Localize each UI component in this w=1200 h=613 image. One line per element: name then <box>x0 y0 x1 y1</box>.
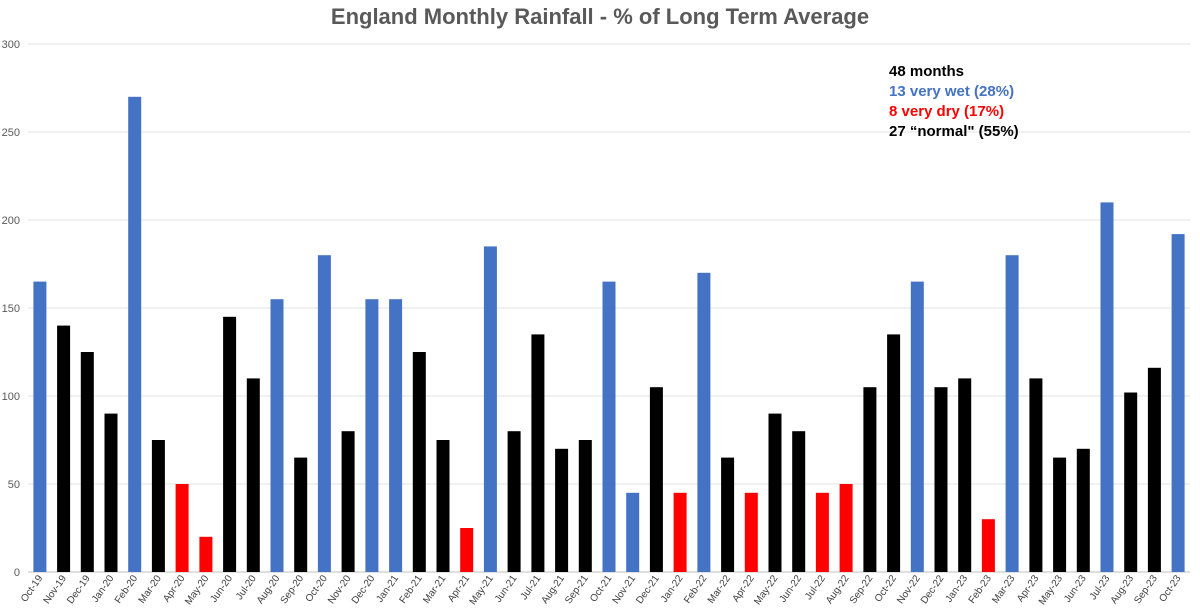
x-tick-label: Dec-19 <box>65 573 93 606</box>
y-tick-label: 0 <box>14 567 20 579</box>
x-tick-label: Mar-22 <box>706 573 733 606</box>
bars <box>33 96 1185 573</box>
x-tick-label: Mar-23 <box>990 573 1017 606</box>
bar-nov-20 <box>341 431 355 572</box>
y-tick-label: 50 <box>8 479 20 491</box>
bar-aug-21 <box>555 448 569 572</box>
x-tick-label: Aug-21 <box>540 573 568 606</box>
bar-nov-21 <box>626 492 640 572</box>
x-axis-ticks: Oct-19Nov-19Dec-19Jan-20Feb-20Mar-20Apr-… <box>19 573 1184 607</box>
x-tick-label: Oct-23 <box>1157 573 1183 604</box>
bar-jul-23 <box>1100 202 1114 572</box>
bar-feb-22 <box>697 272 711 572</box>
x-tick-label: Mar-21 <box>421 573 448 606</box>
bar-oct-20 <box>317 255 331 572</box>
x-tick-label: Nov-19 <box>42 573 70 606</box>
y-axis-ticks: 0 50 100 150 200 250 300 <box>2 39 20 579</box>
x-tick-label: Dec-22 <box>919 573 947 606</box>
x-tick-label: Sep-22 <box>848 573 876 606</box>
x-tick-label: Sep-20 <box>279 573 307 606</box>
bar-apr-20 <box>175 484 189 572</box>
bar-dec-22 <box>934 387 948 572</box>
bar-feb-23 <box>981 519 995 572</box>
bar-jan-21 <box>389 299 403 572</box>
x-tick-label: Jun-23 <box>1062 573 1089 605</box>
y-tick-label: 300 <box>2 39 20 51</box>
bar-feb-21 <box>412 352 426 572</box>
x-tick-label: Jun-22 <box>778 573 805 605</box>
bar-jul-22 <box>815 492 829 572</box>
bar-mar-22 <box>721 457 735 572</box>
annotation-dry: 8 very dry (17%) <box>889 103 1005 120</box>
x-tick-label: Sep-21 <box>563 573 591 606</box>
x-tick-label: May-20 <box>183 573 211 607</box>
x-tick-label: Aug-23 <box>1109 573 1137 606</box>
bar-oct-23 <box>1171 234 1185 572</box>
x-tick-label: Nov-21 <box>611 573 639 606</box>
x-tick-label: Dec-21 <box>634 573 662 606</box>
annotation-total: 48 months <box>889 63 965 80</box>
annotation-wet: 13 very wet (28%) <box>889 83 1015 100</box>
bar-apr-22 <box>744 492 758 572</box>
annotation-normal: 27 “normal" (55%) <box>889 123 1019 140</box>
bar-may-22 <box>768 413 782 572</box>
x-tick-label: Sep-23 <box>1132 573 1160 606</box>
bar-mar-20 <box>151 440 165 572</box>
bar-oct-22 <box>887 334 901 572</box>
x-tick-label: Mar-20 <box>137 573 164 606</box>
y-tick-label: 100 <box>2 391 20 403</box>
x-tick-label: Jun-20 <box>209 573 236 605</box>
bar-oct-21 <box>602 281 616 572</box>
x-tick-label: Jun-21 <box>493 573 520 605</box>
x-tick-label: Nov-22 <box>895 573 923 606</box>
bar-dec-20 <box>365 299 379 572</box>
y-tick-label: 250 <box>2 127 20 139</box>
bar-sep-20 <box>294 457 308 572</box>
x-tick-label: Aug-20 <box>255 573 283 606</box>
bar-mar-23 <box>1005 255 1019 572</box>
x-tick-label: Dec-20 <box>350 573 378 606</box>
x-tick-label: Feb-22 <box>682 573 709 606</box>
bar-nov-22 <box>910 281 924 572</box>
chart-title: England Monthly Rainfall - % of Long Ter… <box>330 4 870 29</box>
x-tick-label: May-23 <box>1037 573 1065 607</box>
y-tick-label: 150 <box>2 303 20 315</box>
bar-feb-20 <box>128 96 142 573</box>
bar-dec-21 <box>649 387 663 572</box>
bar-sep-23 <box>1147 367 1161 572</box>
bar-jul-20 <box>246 378 260 572</box>
bar-may-20 <box>199 536 213 572</box>
x-tick-label: Feb-21 <box>398 573 425 606</box>
bar-jan-23 <box>958 378 972 572</box>
bar-mar-21 <box>436 440 450 572</box>
bar-jun-20 <box>223 316 237 572</box>
bar-apr-21 <box>460 528 474 572</box>
bar-nov-19 <box>57 325 71 572</box>
x-tick-label: May-22 <box>752 573 780 607</box>
x-tick-label: May-21 <box>468 573 496 607</box>
bar-may-23 <box>1053 457 1067 572</box>
bar-sep-21 <box>578 440 592 572</box>
bar-jun-21 <box>507 431 521 572</box>
bar-sep-22 <box>863 387 877 572</box>
bar-jun-22 <box>792 431 806 572</box>
bar-aug-20 <box>270 299 284 572</box>
bar-jan-20 <box>104 413 118 572</box>
bar-apr-23 <box>1029 378 1043 572</box>
bar-aug-22 <box>839 484 853 572</box>
bar-oct-19 <box>33 281 47 572</box>
bar-dec-19 <box>80 352 94 572</box>
bar-jan-22 <box>673 492 687 572</box>
x-tick-label: Feb-20 <box>113 573 140 606</box>
x-tick-label: Nov-20 <box>326 573 354 606</box>
bar-jul-21 <box>531 334 545 572</box>
bar-aug-23 <box>1124 392 1138 572</box>
y-tick-label: 200 <box>2 215 20 227</box>
bar-may-21 <box>483 246 497 572</box>
x-tick-label: Aug-22 <box>824 573 852 606</box>
x-tick-label: Feb-23 <box>967 573 994 606</box>
bar-jun-23 <box>1076 448 1090 572</box>
